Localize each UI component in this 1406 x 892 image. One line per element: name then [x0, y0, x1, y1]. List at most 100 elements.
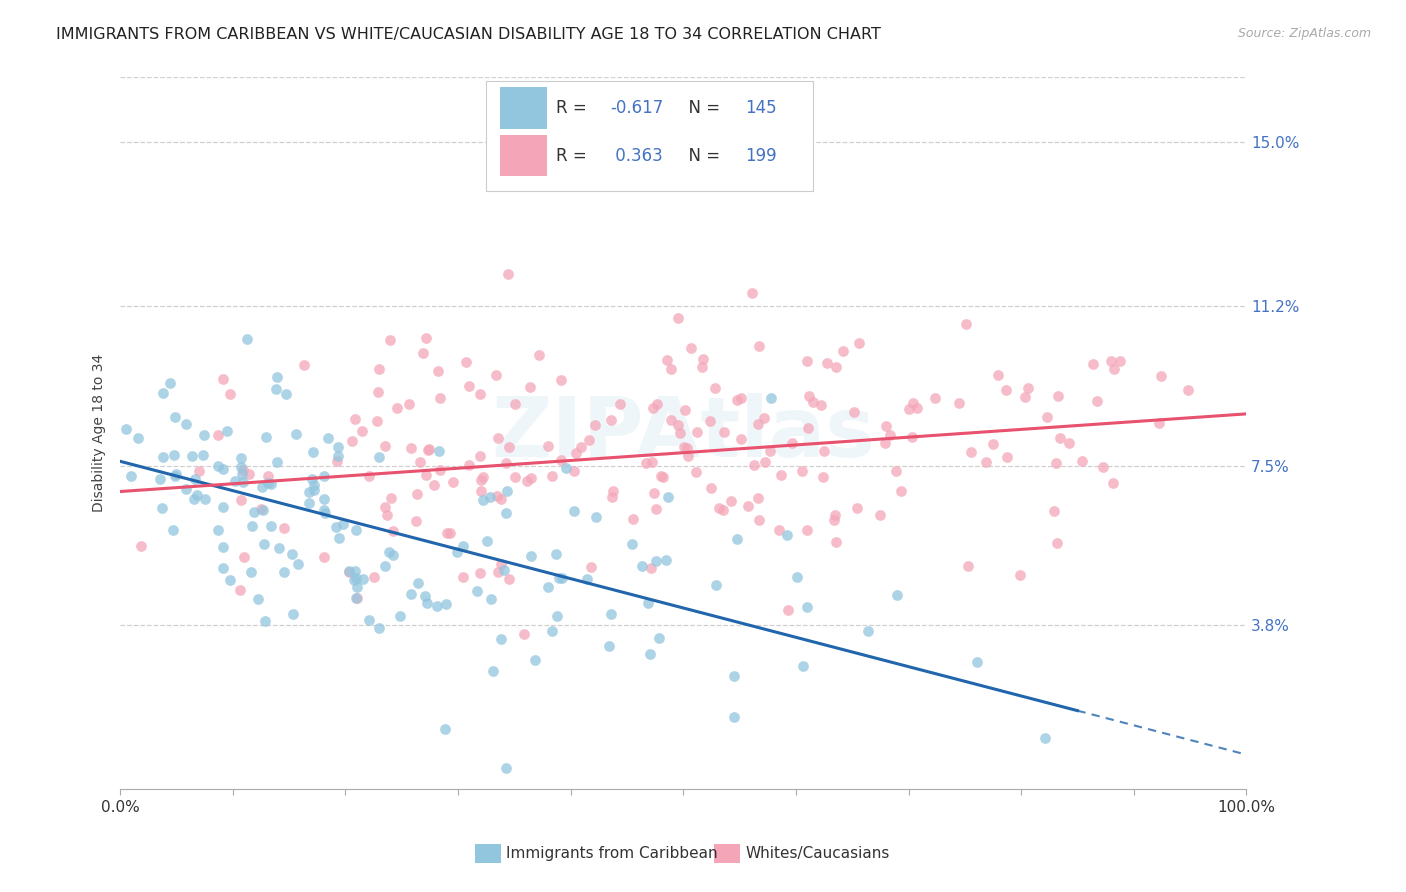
- Point: [602, 483, 624, 498]
- Point: [366, 414, 388, 428]
- Point: [491, 632, 513, 646]
- Point: [273, 521, 295, 535]
- FancyBboxPatch shape: [499, 135, 547, 177]
- Point: [704, 578, 727, 592]
- Point: [1083, 358, 1105, 372]
- Point: [470, 473, 492, 487]
- Point: [380, 334, 402, 348]
- Point: [844, 405, 866, 419]
- Point: [287, 557, 309, 571]
- Point: [165, 467, 187, 481]
- Point: [184, 472, 207, 486]
- Point: [276, 387, 298, 401]
- Point: [368, 450, 391, 464]
- Point: [637, 596, 659, 610]
- Point: [995, 450, 1018, 464]
- Point: [183, 492, 205, 507]
- Point: [550, 373, 572, 387]
- Point: [232, 463, 254, 477]
- Point: [367, 361, 389, 376]
- Point: [824, 508, 846, 523]
- Point: [254, 430, 277, 444]
- Point: [357, 613, 380, 627]
- Point: [314, 492, 336, 507]
- Point: [905, 401, 928, 415]
- Point: [367, 384, 389, 399]
- Point: [748, 513, 770, 527]
- Point: [792, 464, 814, 478]
- Point: [579, 559, 602, 574]
- Point: [569, 440, 592, 454]
- Point: [537, 439, 560, 453]
- Point: [340, 434, 363, 449]
- Point: [382, 549, 405, 563]
- Point: [846, 501, 869, 516]
- Point: [207, 458, 229, 473]
- Point: [924, 391, 946, 405]
- Point: [527, 348, 550, 362]
- Point: [562, 504, 585, 518]
- Point: [1071, 453, 1094, 467]
- Point: [723, 709, 745, 723]
- Point: [959, 445, 981, 459]
- Point: [238, 467, 260, 481]
- Point: [640, 561, 662, 575]
- Point: [478, 491, 501, 505]
- Point: [659, 413, 682, 427]
- Point: [672, 440, 695, 454]
- Point: [174, 417, 197, 431]
- Point: [412, 346, 434, 360]
- Point: [643, 485, 665, 500]
- Point: [212, 540, 235, 554]
- Point: [316, 431, 339, 445]
- Point: [252, 502, 274, 516]
- Point: [207, 523, 229, 537]
- Point: [748, 339, 770, 353]
- Point: [439, 526, 461, 541]
- Point: [496, 483, 519, 498]
- Text: N =: N =: [678, 99, 725, 117]
- Point: [236, 332, 259, 346]
- Point: [312, 469, 335, 483]
- Point: [231, 467, 253, 481]
- Point: [378, 545, 401, 559]
- Point: [337, 564, 360, 578]
- Point: [519, 380, 541, 394]
- Point: [301, 445, 323, 459]
- Point: [441, 475, 464, 489]
- Point: [433, 722, 456, 736]
- Point: [217, 424, 239, 438]
- Y-axis label: Disability Age 18 to 34: Disability Age 18 to 34: [93, 354, 107, 512]
- Point: [1045, 536, 1067, 550]
- Point: [266, 370, 288, 384]
- Point: [479, 591, 502, 606]
- Point: [423, 478, 446, 492]
- Point: [503, 470, 526, 484]
- Point: [491, 557, 513, 571]
- Point: [540, 624, 562, 638]
- Point: [621, 512, 644, 526]
- Point: [212, 371, 235, 385]
- Text: N =: N =: [678, 146, 725, 165]
- Point: [890, 483, 912, 498]
- Point: [152, 450, 174, 464]
- Point: [233, 549, 256, 564]
- Point: [273, 566, 295, 580]
- Point: [1147, 416, 1170, 430]
- Point: [457, 458, 479, 473]
- Point: [599, 607, 621, 621]
- Point: [754, 454, 776, 468]
- Point: [583, 418, 606, 433]
- Point: [229, 492, 252, 507]
- Point: [260, 476, 283, 491]
- Point: [727, 532, 749, 546]
- Point: [786, 570, 808, 584]
- Point: [325, 520, 347, 534]
- Point: [723, 668, 745, 682]
- Point: [523, 653, 546, 667]
- Point: [301, 472, 323, 486]
- Point: [398, 397, 420, 411]
- Point: [429, 391, 451, 405]
- Point: [669, 425, 692, 440]
- Point: [548, 571, 571, 585]
